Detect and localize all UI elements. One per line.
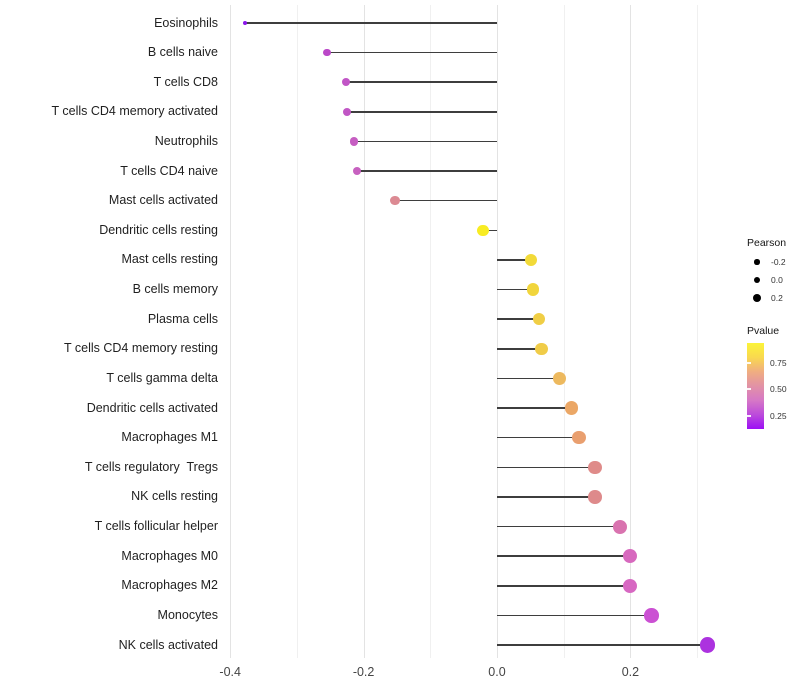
color-legend-title: Pvalue bbox=[747, 325, 780, 337]
row-label: Macrophages M0 bbox=[121, 548, 218, 563]
row-label: Plasma cells bbox=[147, 311, 218, 326]
size-legend-label: 0.0 bbox=[771, 275, 783, 285]
lollipop-stem bbox=[497, 259, 532, 261]
lollipop-dot bbox=[622, 549, 637, 564]
lollipop-dot bbox=[588, 490, 602, 504]
colorbar-tick bbox=[747, 388, 751, 390]
lollipop-dot bbox=[390, 196, 400, 206]
lollipop-stem bbox=[497, 348, 542, 350]
row-label: Dendritic cells activated bbox=[86, 400, 218, 415]
lollipop-dot bbox=[526, 283, 540, 296]
lollipop-dot bbox=[644, 608, 659, 623]
x-tick-label: -0.4 bbox=[219, 665, 241, 679]
colorbar-tick bbox=[747, 415, 751, 417]
row-label: Mast cells activated bbox=[108, 193, 218, 208]
x-minor-gridline bbox=[296, 5, 298, 658]
x-tick-label: 0.2 bbox=[621, 665, 640, 679]
row-label: Dendritic cells resting bbox=[99, 222, 218, 237]
size-legend-label: -0.2 bbox=[771, 257, 786, 267]
lollipop-dot bbox=[588, 460, 602, 475]
lollipop-stem bbox=[497, 288, 534, 291]
lollipop-dot bbox=[535, 342, 548, 356]
lollipop-stem bbox=[497, 585, 630, 587]
x-minor-gridline bbox=[563, 5, 565, 658]
lollipop-dot bbox=[242, 21, 247, 25]
x-major-gridline bbox=[230, 5, 232, 658]
lollipop-stem bbox=[497, 436, 580, 439]
row-label: Monocytes bbox=[157, 607, 218, 622]
pvalue-colorbar bbox=[747, 343, 764, 429]
lollipop-stem bbox=[497, 644, 708, 646]
size-legend-dot bbox=[754, 259, 760, 265]
row-label: NK cells activated bbox=[118, 637, 218, 652]
lollipop-dot bbox=[553, 371, 567, 385]
lollipop-dot bbox=[342, 78, 351, 87]
row-label: T cells CD8 bbox=[153, 74, 218, 89]
lollipop-stem bbox=[346, 81, 497, 83]
row-label: Macrophages M1 bbox=[121, 430, 218, 445]
lollipop-dot bbox=[532, 312, 546, 326]
lollipop-stem bbox=[497, 377, 560, 380]
row-label: B cells memory bbox=[132, 282, 218, 297]
lollipop-stem bbox=[497, 466, 596, 469]
lollipop-dot bbox=[323, 48, 331, 57]
size-legend-label: 0.2 bbox=[771, 293, 783, 303]
x-major-gridline bbox=[497, 5, 498, 658]
x-minor-gridline bbox=[697, 5, 699, 658]
size-legend-dot bbox=[752, 293, 762, 303]
colorbar-label: 0.50 bbox=[770, 384, 787, 394]
lollipop-dot bbox=[622, 578, 637, 593]
lollipop-stem bbox=[497, 525, 620, 528]
row-label: Neutrophils bbox=[154, 133, 218, 148]
lollipop-stem bbox=[326, 51, 497, 54]
colorbar-label: 0.75 bbox=[770, 358, 787, 368]
lollipop-dot bbox=[524, 253, 538, 267]
lollipop-stem bbox=[394, 199, 497, 202]
lollipop-stem bbox=[354, 140, 497, 143]
lollipop-stem bbox=[244, 22, 497, 24]
size-legend-title: Pearson bbox=[747, 237, 787, 249]
lollipop-dot bbox=[350, 137, 359, 146]
row-label: Macrophages M2 bbox=[121, 578, 218, 593]
row-label: T cells CD4 naive bbox=[120, 163, 218, 178]
row-label: T cells follicular helper bbox=[94, 519, 218, 534]
lollipop-dot bbox=[352, 166, 362, 176]
lollipop-stem bbox=[346, 111, 497, 113]
lollipop-dot bbox=[572, 431, 586, 445]
lollipop-stem bbox=[497, 407, 572, 409]
colorbar-tick bbox=[747, 362, 751, 364]
lollipop-dot bbox=[700, 637, 716, 653]
lollipop-stem bbox=[497, 555, 630, 557]
row-label: B cells naive bbox=[147, 45, 218, 60]
lollipop-dot bbox=[612, 519, 627, 534]
size-legend-dot bbox=[753, 276, 761, 284]
lollipop-stem bbox=[497, 614, 652, 617]
lollipop-dot bbox=[477, 224, 489, 237]
row-label: T cells CD4 memory resting bbox=[64, 341, 218, 356]
x-major-gridline bbox=[363, 5, 365, 658]
colorbar-label: 0.25 bbox=[770, 411, 787, 421]
x-tick-label: 0.0 bbox=[488, 665, 506, 679]
lollipop-dot bbox=[565, 401, 579, 415]
row-label: T cells regulatory Tregs bbox=[84, 459, 218, 474]
row-label: T cells CD4 memory activated bbox=[51, 104, 219, 119]
lollipop-stem bbox=[497, 496, 596, 498]
row-label: Mast cells resting bbox=[121, 252, 218, 267]
lollipop-dot bbox=[342, 107, 351, 116]
x-tick-label: -0.2 bbox=[352, 665, 375, 679]
lollipop-stem bbox=[497, 318, 540, 320]
lollipop-stem bbox=[356, 170, 497, 172]
row-label: T cells gamma delta bbox=[106, 370, 218, 385]
row-label: Eosinophils bbox=[154, 15, 218, 30]
row-label: NK cells resting bbox=[131, 489, 218, 504]
lollipop-stem bbox=[482, 229, 497, 232]
x-minor-gridline bbox=[430, 5, 432, 658]
